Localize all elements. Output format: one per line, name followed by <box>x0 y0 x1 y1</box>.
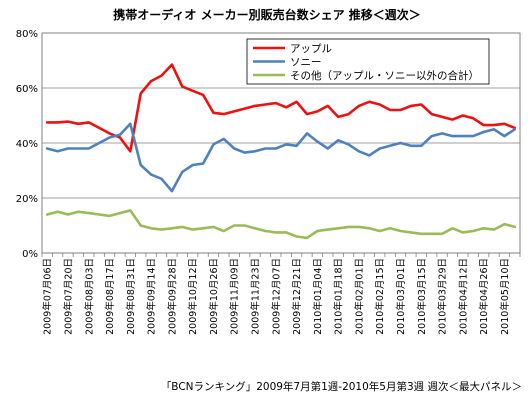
legend-label: その他（アップル・ソニー以外の合計） <box>290 69 479 82</box>
y-tick-label: 0% <box>22 249 38 260</box>
x-tick-label: 2009年12月21日 <box>291 258 303 335</box>
x-tick-label: 2009年11月09日 <box>229 258 241 335</box>
x-tick-label: 2009年12月07日 <box>270 258 282 335</box>
legend-label: ソニー <box>290 57 322 69</box>
chart-caption: 「BCNランキング」2009年7月第1週-2010年5月第3週 週次＜最大パネル… <box>161 380 522 393</box>
x-tick-label: 2010年04月12日 <box>457 258 469 335</box>
y-tick-label: 80% <box>16 29 38 40</box>
x-tick-label: 2010年03月01日 <box>395 258 407 335</box>
series-line-1 <box>45 63 517 153</box>
x-tick-label: 2009年08月17日 <box>104 258 116 335</box>
x-tick-label: 2009年07月20日 <box>62 258 74 335</box>
x-tick-label: 2009年08月31日 <box>125 258 137 335</box>
series-line-3 <box>45 209 517 240</box>
x-axis: 2009年07月06日 2009年07月20日 2009年08月03日 2009年08… <box>41 253 521 335</box>
x-tick-label: 2009年10月12日 <box>187 258 199 335</box>
y-axis: 0% 20% 40% 60% 80% <box>16 29 38 260</box>
legend-box <box>246 38 490 85</box>
x-tick-label: 2010年01月04日 <box>312 258 324 335</box>
x-tick-label: 2010年02月01日 <box>353 258 365 335</box>
x-tick-label: 2009年08月03日 <box>83 258 95 335</box>
x-tick-label: 2009年10月26日 <box>208 258 220 335</box>
y-tick-label: 40% <box>16 139 38 150</box>
y-tick-label: 20% <box>16 194 38 205</box>
series-line-2 <box>45 122 517 193</box>
x-tick-label: 2010年05月10日 <box>499 258 511 335</box>
legend-label: アップル <box>290 43 332 55</box>
x-tick-label: 2010年02月15日 <box>374 258 386 335</box>
chart-title: 携帯オーディオ メーカー別販売台数シェア 推移＜週次＞ <box>113 7 421 22</box>
series-lines <box>45 63 517 240</box>
x-tick-label: 2010年04月26日 <box>478 258 490 335</box>
x-tick-label: 2010年03月29日 <box>437 258 449 335</box>
x-tick-label: 2010年03月15日 <box>416 258 428 335</box>
y-tick-label: 60% <box>16 84 38 95</box>
x-tick-label: 2009年09月14日 <box>146 258 158 335</box>
x-tick-label: 2009年09月28日 <box>166 258 178 335</box>
x-tick-label: 2009年07月06日 <box>42 258 54 335</box>
x-tick-label: 2009年11月23日 <box>250 258 262 335</box>
x-tick-label: 2010年01月18日 <box>333 258 345 335</box>
